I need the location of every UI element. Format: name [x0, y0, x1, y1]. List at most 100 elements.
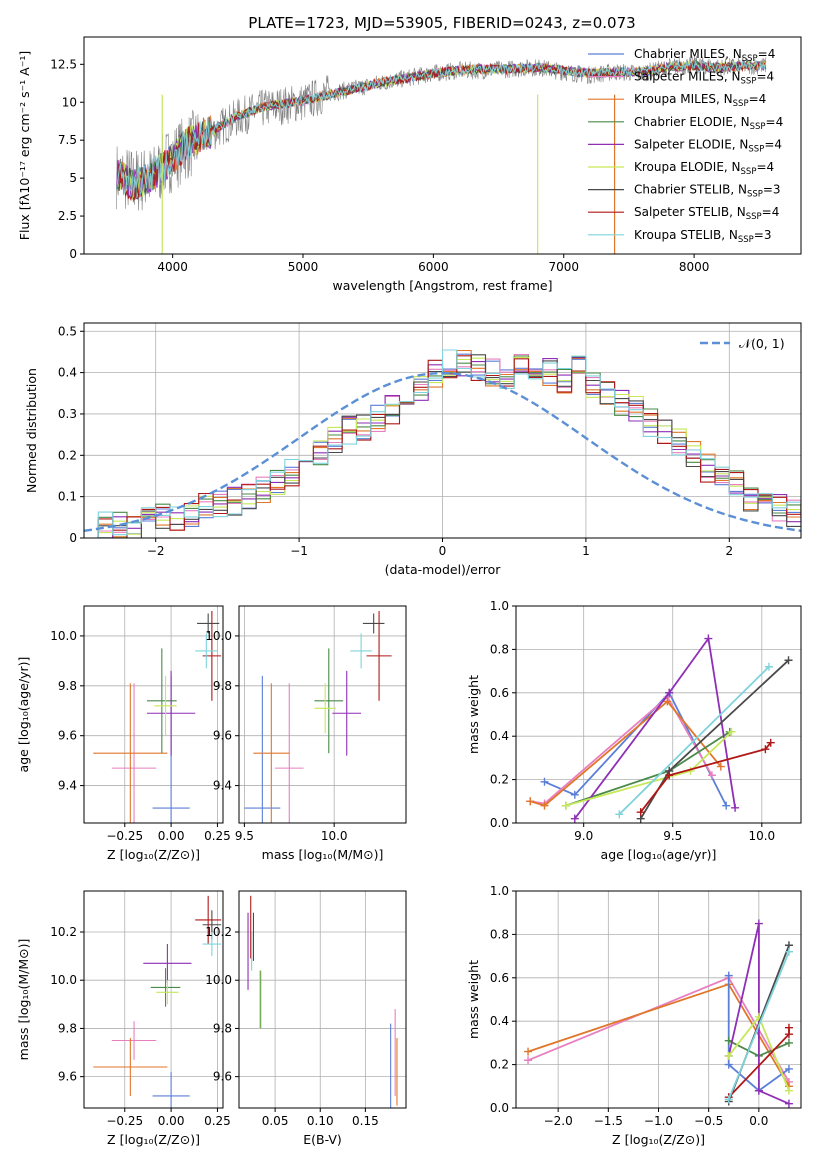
histogram-step	[84, 349, 801, 538]
y-tick-label: 9.8	[213, 1021, 232, 1035]
panel-mass-weight-vs-age: 9.0 9.5 10.0 0.0 0.2 0.4 0.6 0.8 1.0 age [log₁₀(a…	[466, 599, 802, 862]
y-tick-label: 0.4	[490, 729, 509, 743]
y-tick-label: 10.2	[205, 925, 232, 939]
x-axis-label: Z [log₁₀(Z/Z⊙)]	[612, 1132, 705, 1147]
weight-marker	[524, 1056, 533, 1065]
error-bar-point	[156, 980, 179, 1005]
weight-marker	[570, 790, 579, 799]
error-bar-point	[314, 648, 344, 754]
error-bar-point	[150, 968, 181, 1007]
error-bar-point	[152, 1071, 190, 1108]
weight-marker	[716, 762, 725, 771]
histogram-step	[84, 354, 801, 538]
legend-entry: Kroupa MILES, NSSP=4	[634, 92, 766, 109]
weight-marker	[724, 1051, 733, 1060]
legend: Chabrier MILES, NSSP=4 Salpeter MILES, NS…	[588, 47, 783, 245]
weight-series-line	[727, 923, 790, 1105]
plot-area-mass-vs-z	[84, 891, 223, 1108]
x-axis-label: Z [log₁₀(Z/Z⊙)]	[107, 847, 200, 862]
histogram-step	[84, 356, 801, 538]
error-bar-point	[143, 944, 192, 983]
y-axis-label: Flux [fλ10⁻¹⁷ erg cm⁻² s⁻¹ A⁻¹]	[17, 51, 32, 240]
error-bar-point	[93, 683, 168, 823]
x-tick-label: 9.0	[574, 829, 593, 843]
plot-area-age-vs-mass	[239, 606, 406, 823]
weight-marker	[754, 919, 763, 928]
legend-entry: Salpeter ELODIE, NSSP=4	[634, 137, 782, 154]
error-bar-point	[197, 613, 220, 634]
error-bar-point	[147, 648, 177, 754]
x-tick-label: −1.5	[594, 1114, 623, 1128]
x-tick-label: 9.5	[663, 829, 682, 843]
weight-marker	[724, 971, 733, 980]
legend-entry: Kroupa STELIB, NSSP=3	[634, 228, 772, 245]
weight-series-line	[639, 742, 772, 813]
panel-mass-weight-vs-z: −2.0 −1.5 −1.0 −0.5 0.0 0.0 0.2 0.4 0.6 0.8 1.0 Z […	[466, 884, 802, 1147]
error-bar-point	[147, 670, 196, 756]
x-tick-label: −0.25	[106, 1114, 143, 1128]
weight-marker	[665, 771, 674, 780]
error-bar-point	[202, 610, 222, 701]
x-tick-label: 6000	[418, 260, 449, 274]
weight-marker	[731, 803, 740, 812]
weight-marker	[561, 801, 570, 810]
weight-marker	[764, 662, 773, 671]
x-tick-label: 0.25	[204, 1114, 231, 1128]
error-bar-point	[93, 1038, 168, 1096]
legend-entry: 𝒩(0, 1)	[739, 336, 785, 351]
weight-marker	[722, 801, 731, 810]
weight-marker	[784, 1064, 793, 1073]
y-tick-label: 1.0	[490, 884, 509, 898]
weight-marker	[524, 1047, 533, 1056]
weight-marker	[570, 814, 579, 823]
x-tick-label: 10.0	[748, 829, 775, 843]
axes-frame	[238, 605, 407, 824]
y-tick-label: 12.5	[50, 57, 77, 71]
weight-marker	[526, 797, 535, 806]
x-tick-label: 7000	[548, 260, 579, 274]
x-axis-label: Z [log₁₀(Z/Z⊙)]	[107, 1132, 200, 1147]
y-tick-label: 7.5	[58, 133, 77, 147]
weight-marker	[784, 1038, 793, 1047]
y-tick-label: 9.6	[213, 1070, 232, 1084]
error-bar-point	[244, 675, 281, 823]
x-axis-label: wavelength [Angstrom, rest frame]	[332, 278, 552, 293]
x-tick-label: 9.5	[235, 829, 254, 843]
y-tick-label: 0.2	[490, 773, 509, 787]
error-bar-point	[350, 633, 372, 669]
x-tick-label: 1	[582, 544, 590, 558]
y-tick-label: 0	[69, 247, 77, 261]
error-bar-point	[195, 895, 222, 945]
plot-area-spectrum	[116, 55, 767, 254]
legend-entry: Salpeter STELIB, NSSP=4	[634, 205, 779, 222]
error-bar-point	[366, 610, 392, 701]
axes-frame	[515, 605, 802, 824]
axes-frame	[83, 605, 224, 824]
y-tick-label: 0	[69, 531, 77, 545]
x-tick-label: 0.15	[352, 1114, 379, 1128]
x-tick-label: 0.10	[307, 1114, 334, 1128]
error-bar-point	[314, 683, 336, 734]
y-tick-label: 10.2	[50, 925, 77, 939]
weight-marker	[540, 801, 549, 810]
error-bar-point	[195, 633, 218, 669]
plot-area-mass-weight-vs-z	[516, 891, 801, 1108]
y-tick-label: 0.0	[490, 816, 509, 830]
weight-series-line	[574, 636, 736, 820]
weight-marker	[663, 697, 672, 706]
y-tick-label: 0.2	[490, 1058, 509, 1072]
weight-series-line	[544, 691, 728, 807]
error-bar-point	[332, 670, 362, 756]
histogram-step	[84, 355, 801, 538]
legend-entry: Chabrier STELIB, NSSP=3	[634, 183, 781, 200]
weight-marker	[704, 634, 713, 643]
x-axis-label: age [log₁₀(age/yr)]	[601, 847, 717, 862]
error-bar-point	[253, 683, 290, 823]
panel-spectrum: 4000 5000 6000 7000 8000 0 2.5 5 7.5 10 12.5 wavele…	[17, 36, 802, 293]
x-tick-label: 0.00	[158, 829, 185, 843]
y-tick-label: 0.6	[490, 686, 509, 700]
weight-series-line	[618, 666, 770, 815]
y-tick-label: 0.4	[58, 366, 77, 380]
panel-age-vs-z: −0.25 0.00 0.25 9.4 9.6 9.8 10.0 Z [log₁₀(Z/Z⊙)…	[16, 605, 231, 862]
